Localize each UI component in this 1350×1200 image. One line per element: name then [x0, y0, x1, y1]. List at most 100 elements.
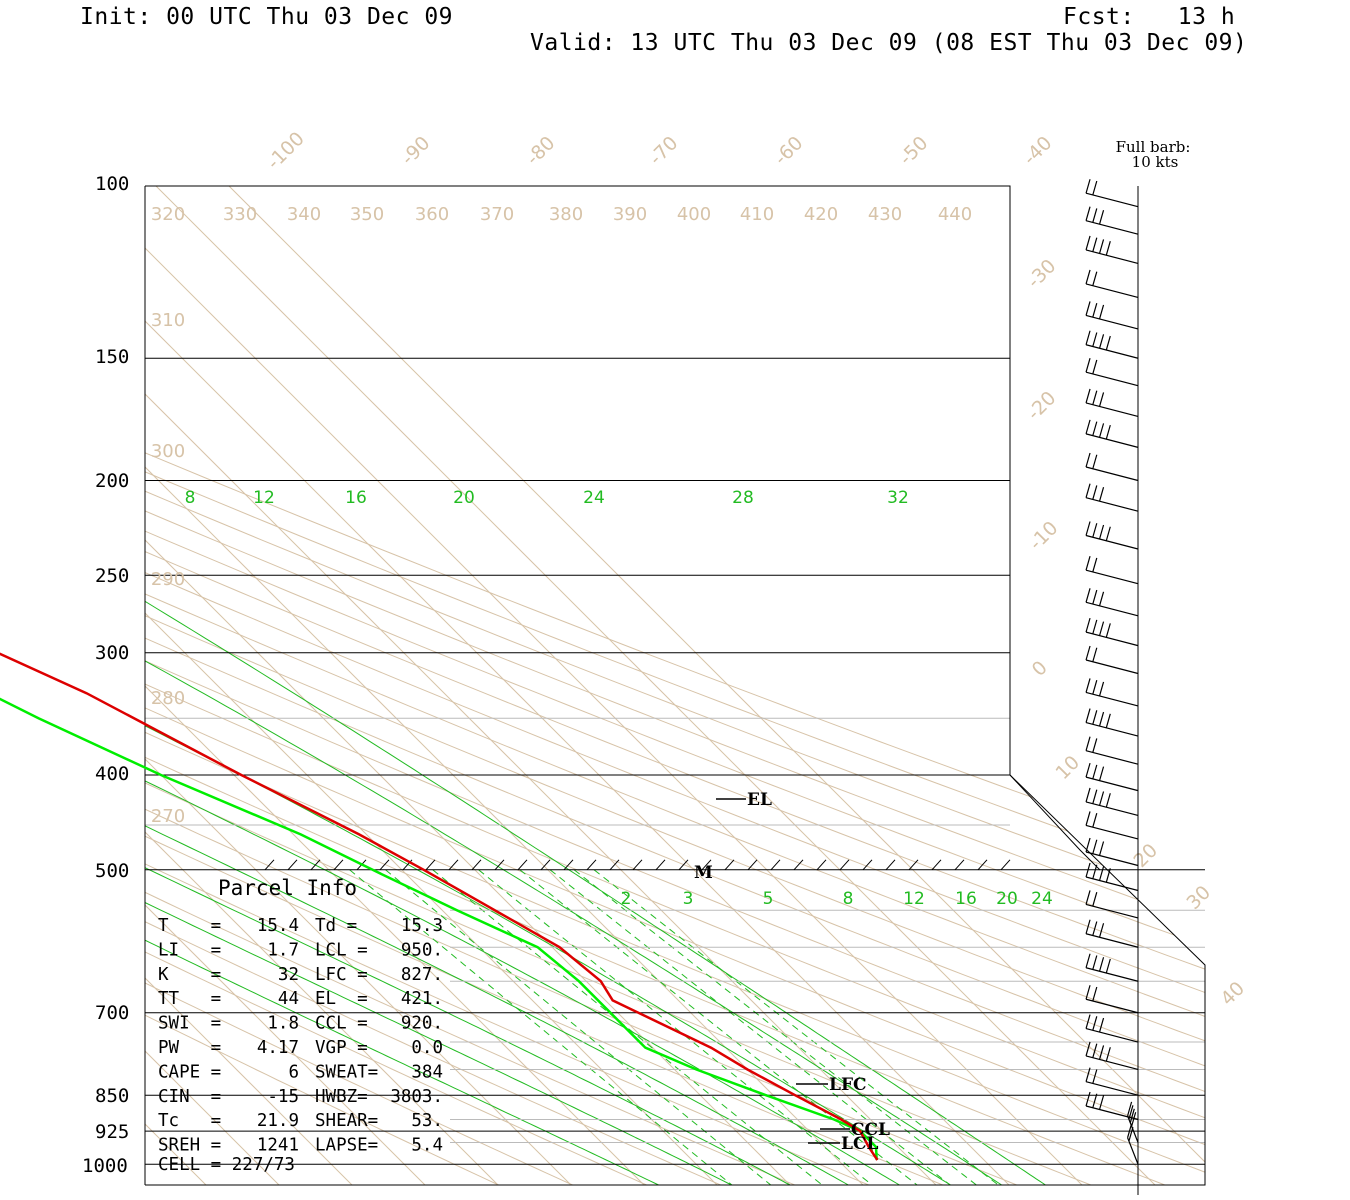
barb-shaft — [1085, 824, 1139, 840]
barb-shaft — [1085, 998, 1139, 1014]
barb-shaft — [1085, 569, 1139, 585]
barb-flag — [1092, 454, 1098, 469]
pressure-tick-label: 1000 — [82, 1155, 128, 1177]
barb-flag — [1098, 1095, 1105, 1110]
isotherm-label: -10 — [1025, 517, 1063, 555]
isotherm-label: -50 — [895, 132, 933, 170]
parcel-key: CAPE = — [158, 1062, 221, 1082]
barb-shaft — [1085, 534, 1139, 550]
theta-label: 350 — [350, 204, 384, 225]
barb-shaft — [1085, 801, 1139, 817]
barb-flag — [1085, 358, 1091, 373]
parcel-key: LAPSE= — [315, 1136, 378, 1156]
isotherm-label: 20 — [1129, 839, 1162, 872]
wind-barb — [1085, 919, 1139, 948]
wind-barb — [1085, 862, 1139, 892]
barb-shaft — [1085, 750, 1139, 765]
hatch-mark — [931, 859, 942, 871]
parcel-value: 0.0 — [411, 1038, 443, 1058]
theta-label: 370 — [480, 204, 514, 225]
parcel-key: HWBZ= — [315, 1087, 368, 1107]
level-label: CCL — [851, 1120, 890, 1140]
dry-adiabat — [145, 186, 1205, 1185]
barb-flag — [1105, 335, 1111, 351]
barb-flag — [1105, 1047, 1111, 1062]
barb-flag — [1092, 523, 1098, 538]
barb-flag — [1085, 736, 1091, 751]
theta-label: 380 — [549, 204, 583, 225]
barb-flag — [1092, 647, 1098, 662]
barb-flag — [1098, 392, 1105, 407]
parcel-key: EL = — [315, 989, 368, 1009]
parcel-key: VGP = — [315, 1038, 368, 1058]
wind-barb — [1085, 388, 1139, 417]
parcel-value: 1.8 — [267, 1014, 299, 1034]
moist-adiabat — [416, 870, 951, 1185]
isotherm-label: 40 — [1216, 977, 1249, 1010]
wind-barb — [1085, 179, 1139, 208]
dry-adiabat — [145, 186, 1205, 1185]
parcel-key: PW = — [158, 1038, 221, 1058]
hatch-mark — [655, 859, 666, 871]
barb-flag — [1092, 789, 1098, 804]
parcel-info-rows: T = 15.4 Td = 15.3 LI = 1.7 LCL = 950. K = 32 LFC … — [158, 916, 443, 1156]
barb-shaft — [1085, 876, 1139, 892]
barb-flag — [1092, 390, 1098, 405]
barb-flag — [1085, 419, 1091, 435]
hatch-mark — [793, 859, 804, 871]
dry-adiabat — [145, 186, 1205, 1185]
wind-barb — [1127, 1101, 1139, 1143]
hatch-mark — [632, 859, 643, 871]
barb-flag — [1085, 708, 1091, 723]
barb-flag — [1085, 811, 1091, 826]
barb-flag — [1131, 1112, 1137, 1127]
barb-shaft — [1085, 433, 1139, 448]
hatch-mark — [517, 859, 528, 871]
dry-adiabat — [145, 186, 499, 1185]
barb-shaft — [1085, 1081, 1139, 1096]
barb-flag — [1092, 619, 1098, 635]
barb-flag — [1085, 1041, 1091, 1057]
isotherm-line — [0, 186, 60, 1185]
legend-line2: 10 kts — [1132, 153, 1179, 171]
barb-flag — [1098, 766, 1105, 781]
barb-shaft — [1085, 283, 1139, 299]
moist-adiabat — [0, 186, 732, 1185]
dry-adiabat — [145, 186, 1205, 1185]
barb-flag — [1128, 1105, 1134, 1120]
init-time: Init: 00 UTC Thu 03 Dec 09 — [80, 4, 454, 30]
isotherm-label: -100 — [263, 128, 309, 174]
barb-flag — [1098, 591, 1105, 606]
barb-flag — [1085, 588, 1091, 603]
parcel-value: -15 — [267, 1087, 299, 1107]
hatch-mark — [908, 859, 919, 871]
barb-shaft — [1085, 314, 1139, 330]
isotherm-line — [145, 186, 353, 1185]
barb-flag — [1105, 623, 1111, 638]
wind-barb — [1085, 890, 1139, 919]
mixing-ratio-label: 12 — [903, 889, 925, 909]
hatch-mark — [954, 859, 965, 871]
isotherm-line — [145, 186, 1010, 1185]
hatch-mark — [540, 859, 551, 871]
hatch-mark — [977, 859, 988, 871]
barb-flag — [1092, 1069, 1098, 1084]
parcel-key: CIN = — [158, 1087, 221, 1107]
pressure-tick-label: 250 — [95, 565, 129, 587]
dry-adiabat — [145, 186, 1205, 1185]
barb-flag — [1105, 424, 1111, 440]
barb-flag — [1105, 793, 1111, 808]
isotherm-line — [145, 186, 426, 1185]
dry-adiabat — [145, 186, 943, 1185]
wind-barb — [1085, 483, 1139, 512]
level-label: LCL — [841, 1134, 878, 1154]
isotherm-line — [145, 186, 864, 1185]
isotherm-label: -60 — [770, 132, 808, 170]
theta-label: 440 — [938, 204, 972, 225]
parcel-key: SWI = — [158, 1014, 221, 1034]
barb-flag — [1098, 711, 1105, 727]
temperature-profile — [0, 652, 879, 1161]
theta-label: 330 — [223, 204, 257, 225]
barb-flag — [1098, 524, 1105, 540]
moist-adiabats — [0, 186, 732, 1185]
